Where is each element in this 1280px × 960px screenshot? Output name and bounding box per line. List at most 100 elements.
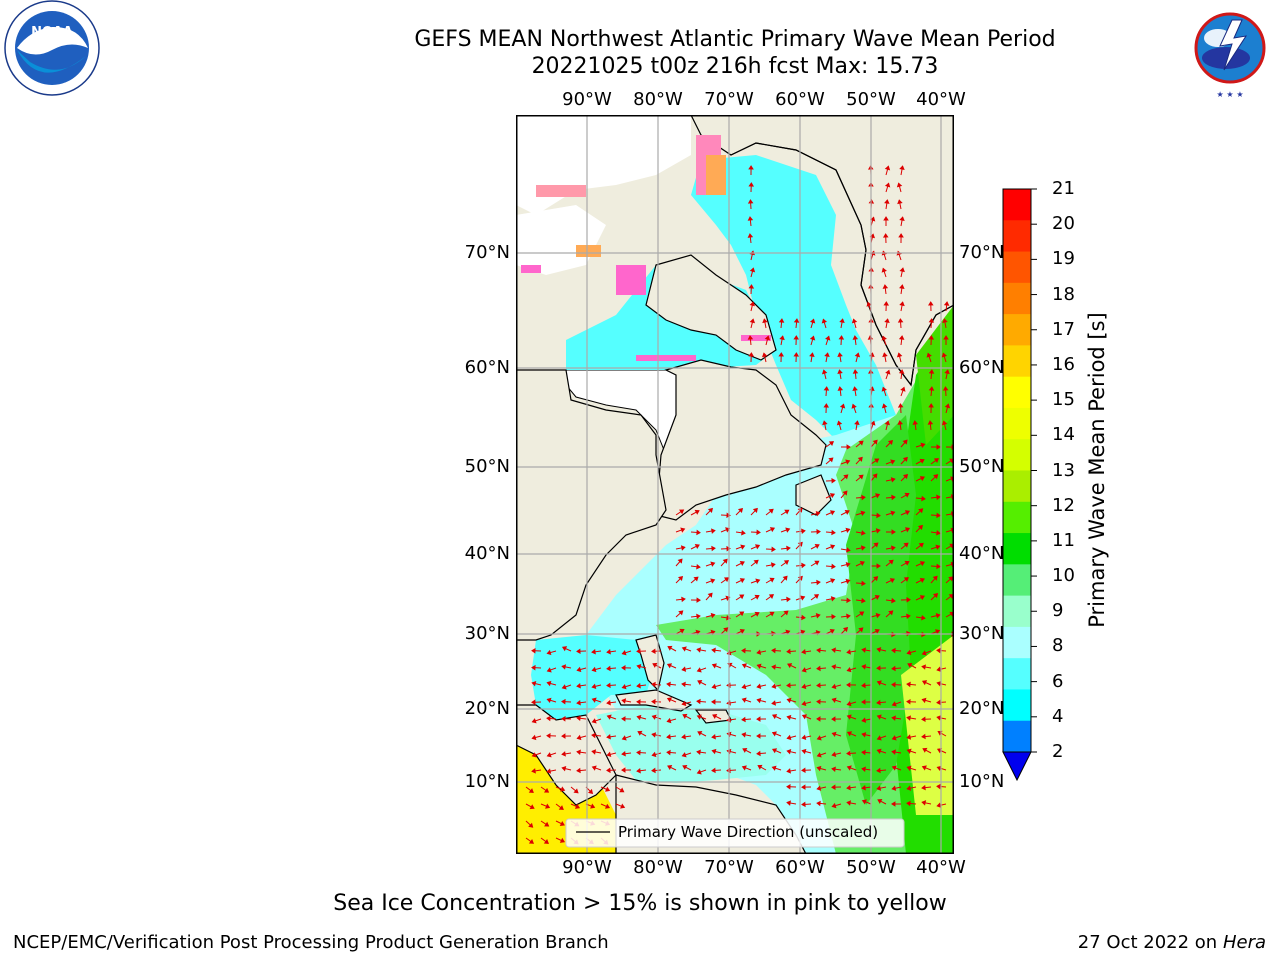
colorbar-tick-label: 11 [1052, 529, 1075, 551]
wave-arrow-head [694, 544, 700, 550]
wave-arrow-head [786, 697, 792, 704]
wave-arrow-head [928, 369, 935, 374]
wave-arrow-head [919, 578, 925, 584]
colorbar-tick-label: 10 [1052, 565, 1075, 587]
wave-arrow-head [771, 683, 777, 689]
wave-arrow-head [845, 561, 851, 568]
wave-arrow-head [936, 647, 941, 654]
wave-arrow-head [884, 420, 891, 426]
wave-arrow-head [921, 765, 927, 771]
wave-arrow-head [784, 509, 790, 515]
wave-arrow-head [873, 576, 879, 582]
gulf-of-mexico [531, 635, 656, 720]
colorbar-tick-label: 4 [1052, 705, 1064, 727]
wave-arrow-head [606, 699, 611, 706]
wave-arrow-head [707, 507, 713, 514]
wave-arrow-head [621, 767, 626, 773]
wave-arrow-head [846, 700, 852, 707]
wave-arrow-head [866, 301, 872, 307]
sea-ice [521, 135, 771, 361]
wave-arrow-head [876, 785, 882, 791]
wave-arrow-head [531, 680, 537, 687]
wave-arrow-head [904, 527, 911, 533]
wave-arrow-head [666, 663, 673, 669]
wave-arrow-head [816, 579, 821, 586]
wave-arrow-head [666, 717, 672, 724]
wave-arrow-head [816, 647, 821, 654]
wave-arrow-head [739, 629, 745, 635]
wave-arrow-head [906, 613, 911, 620]
wave-arrow-head [920, 442, 926, 448]
svg-text:★ ★ ★: ★ ★ ★ [1216, 90, 1243, 99]
wave-arrow-head [829, 493, 835, 499]
wave-arrow-head [836, 420, 843, 426]
wave-arrow-head [851, 318, 858, 324]
wave-arrow-head [936, 699, 941, 706]
wave-arrow-head [921, 664, 927, 670]
wave-arrow-head [829, 629, 835, 634]
wave-arrow-head [815, 510, 821, 517]
wave-arrow-head [561, 664, 567, 670]
wave-arrow-head [801, 801, 806, 808]
wave-arrow-head [891, 529, 896, 535]
wave-arrow-head [872, 439, 878, 445]
noaa-logo: NOAA [4, 0, 100, 96]
colorbar-block [1003, 626, 1031, 659]
wave-arrow-head [771, 647, 776, 654]
wave-arrow-head [943, 301, 950, 306]
colorbar-block [1003, 720, 1031, 753]
wave-arrow-head [651, 681, 656, 688]
wave-arrow-head [748, 284, 755, 289]
wave-arrow-head [821, 369, 828, 375]
wave-arrow-head [756, 663, 762, 669]
wave-arrow-head [710, 629, 716, 636]
graticule [516, 115, 954, 854]
wave-arrow-head [861, 530, 866, 536]
wave-arrow-head [809, 335, 816, 341]
wave-arrow-head [651, 767, 656, 774]
colorbar-tick-label: 12 [1052, 494, 1075, 516]
lat-label-right-10n: 10°N [959, 771, 1005, 792]
wave-arrow-head [858, 627, 864, 633]
wave-arrow-head [837, 386, 844, 391]
wave-arrow-head [876, 714, 882, 720]
wave-arrow-head [741, 647, 746, 654]
wave-arrow-head [681, 752, 687, 758]
wave-period-map: Primary Wave Direction (unscaled) [516, 115, 954, 854]
labrador [655, 359, 827, 521]
wave-arrow-head [621, 650, 627, 656]
lat-label-left-40n: 40°N [464, 543, 510, 564]
wave-arrow-head [576, 682, 581, 689]
wave-arrow-head [786, 596, 791, 603]
wave-arrow-head [769, 611, 775, 617]
wave-arrow-head [741, 765, 747, 771]
wave-arrow-head [531, 648, 536, 654]
colorbar-tick-label: 13 [1052, 459, 1075, 481]
wave-arrow-head [875, 528, 881, 534]
wave-arrow-head [899, 284, 905, 289]
wave-arrow-head [711, 767, 716, 774]
wave-arrow-head [837, 352, 843, 358]
wave-arrow-head [710, 578, 716, 584]
wave-arrow-head [861, 664, 867, 670]
map-legend: Primary Wave Direction (unscaled) [565, 818, 905, 848]
wave-arrow-head [921, 733, 926, 740]
wave-arrow-head [679, 628, 685, 634]
wave-arrow-head [899, 165, 905, 171]
wave-arrow-head [786, 648, 791, 655]
wave-arrow-head [559, 837, 566, 843]
wave-arrow-head [621, 665, 626, 671]
wave-arrow-head [621, 735, 627, 741]
wave-arrow-head [846, 800, 852, 806]
wave-arrow-head [942, 318, 948, 324]
wave-arrow-head [874, 628, 880, 634]
wave-arrow-head [741, 697, 747, 703]
wave-arrow-head [842, 490, 848, 496]
wave-arrow-head [816, 785, 822, 791]
wave-arrow-head [681, 666, 687, 672]
wave-arrow-head [769, 577, 775, 583]
wave-arrow-head [906, 734, 912, 740]
wave-arrow-head [752, 507, 758, 513]
wave-arrow-head [882, 284, 889, 289]
wave-arrow-head [875, 493, 881, 499]
